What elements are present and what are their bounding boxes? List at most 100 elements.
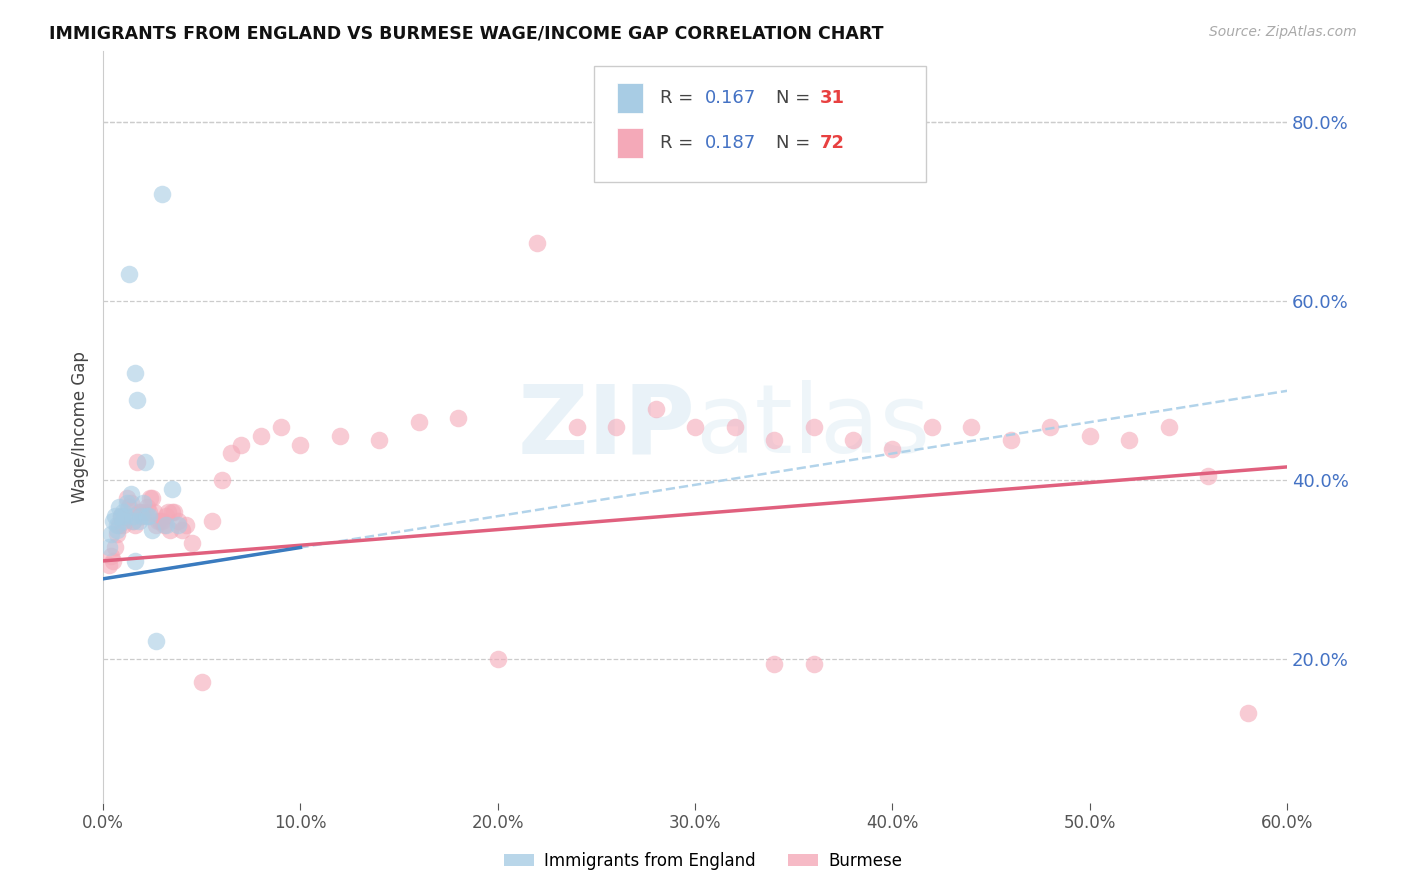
Point bbox=[115, 496, 138, 510]
Point bbox=[138, 505, 160, 519]
Point bbox=[526, 236, 548, 251]
Point bbox=[167, 518, 190, 533]
Point bbox=[149, 514, 172, 528]
Point bbox=[408, 415, 430, 429]
Point bbox=[108, 500, 131, 515]
Text: 0.187: 0.187 bbox=[704, 134, 756, 153]
Point bbox=[163, 505, 186, 519]
Bar bbox=[617, 128, 643, 158]
Point bbox=[131, 509, 153, 524]
Point bbox=[763, 433, 786, 447]
Text: 72: 72 bbox=[820, 134, 845, 153]
Point bbox=[104, 541, 127, 555]
Point bbox=[160, 505, 183, 519]
Point bbox=[170, 523, 193, 537]
Point bbox=[100, 549, 122, 564]
Point bbox=[108, 518, 131, 533]
Point bbox=[114, 509, 136, 524]
Text: R =: R = bbox=[659, 134, 699, 153]
Point bbox=[115, 491, 138, 506]
Point bbox=[118, 268, 141, 282]
Point bbox=[221, 446, 243, 460]
Point bbox=[114, 509, 136, 524]
Point bbox=[960, 419, 983, 434]
Point bbox=[105, 523, 128, 537]
Point bbox=[111, 518, 134, 533]
Point bbox=[803, 657, 825, 671]
Point bbox=[231, 437, 253, 451]
Bar bbox=[617, 83, 643, 113]
Point bbox=[105, 527, 128, 541]
Point bbox=[605, 419, 627, 434]
Point bbox=[159, 523, 181, 537]
Point bbox=[141, 523, 163, 537]
Point bbox=[882, 442, 904, 456]
Point bbox=[120, 487, 142, 501]
Point bbox=[1197, 468, 1219, 483]
Point bbox=[155, 509, 177, 524]
Text: R =: R = bbox=[659, 89, 699, 107]
Point bbox=[125, 455, 148, 469]
Point bbox=[110, 509, 132, 524]
Point bbox=[181, 536, 204, 550]
Point bbox=[125, 392, 148, 407]
Point bbox=[100, 527, 122, 541]
Point bbox=[134, 505, 156, 519]
Point bbox=[118, 500, 141, 515]
Point bbox=[644, 401, 666, 416]
Point bbox=[1078, 428, 1101, 442]
Point bbox=[129, 509, 152, 524]
Point bbox=[110, 509, 132, 524]
Point bbox=[842, 433, 865, 447]
Point bbox=[270, 419, 292, 434]
Text: 0.167: 0.167 bbox=[704, 89, 756, 107]
Point bbox=[150, 514, 173, 528]
Text: ZIP: ZIP bbox=[517, 380, 695, 473]
Point bbox=[153, 518, 176, 533]
Point bbox=[155, 518, 177, 533]
Point bbox=[145, 518, 167, 533]
Point bbox=[135, 500, 157, 515]
Point bbox=[124, 554, 146, 568]
Point bbox=[290, 437, 312, 451]
Point bbox=[191, 674, 214, 689]
Point bbox=[98, 558, 121, 573]
Point bbox=[174, 518, 197, 533]
Point bbox=[1118, 433, 1140, 447]
Point bbox=[124, 518, 146, 533]
Point bbox=[128, 505, 150, 519]
Point bbox=[105, 518, 128, 533]
Point bbox=[145, 634, 167, 648]
Text: Source: ZipAtlas.com: Source: ZipAtlas.com bbox=[1209, 25, 1357, 39]
Text: N =: N = bbox=[776, 134, 815, 153]
Text: IMMIGRANTS FROM ENGLAND VS BURMESE WAGE/INCOME GAP CORRELATION CHART: IMMIGRANTS FROM ENGLAND VS BURMESE WAGE/… bbox=[49, 25, 884, 43]
Point bbox=[148, 514, 170, 528]
Point bbox=[141, 491, 163, 506]
Point bbox=[129, 505, 152, 519]
Point bbox=[1236, 706, 1258, 720]
Text: 31: 31 bbox=[820, 89, 845, 107]
Point bbox=[101, 554, 124, 568]
Point bbox=[803, 419, 825, 434]
Point bbox=[368, 433, 391, 447]
Point bbox=[723, 419, 745, 434]
FancyBboxPatch shape bbox=[595, 66, 927, 182]
Point bbox=[98, 541, 121, 555]
Point bbox=[134, 455, 156, 469]
Point bbox=[157, 505, 180, 519]
Point bbox=[121, 514, 143, 528]
Text: N =: N = bbox=[776, 89, 815, 107]
Point bbox=[121, 509, 143, 524]
Point bbox=[486, 652, 509, 666]
Point bbox=[921, 419, 943, 434]
Point bbox=[138, 509, 160, 524]
Point bbox=[121, 514, 143, 528]
Point bbox=[124, 366, 146, 380]
Point bbox=[329, 428, 352, 442]
Point bbox=[1000, 433, 1022, 447]
Point bbox=[160, 483, 183, 497]
Point bbox=[120, 496, 142, 510]
Point bbox=[211, 474, 233, 488]
Point bbox=[150, 186, 173, 201]
Point bbox=[128, 514, 150, 528]
